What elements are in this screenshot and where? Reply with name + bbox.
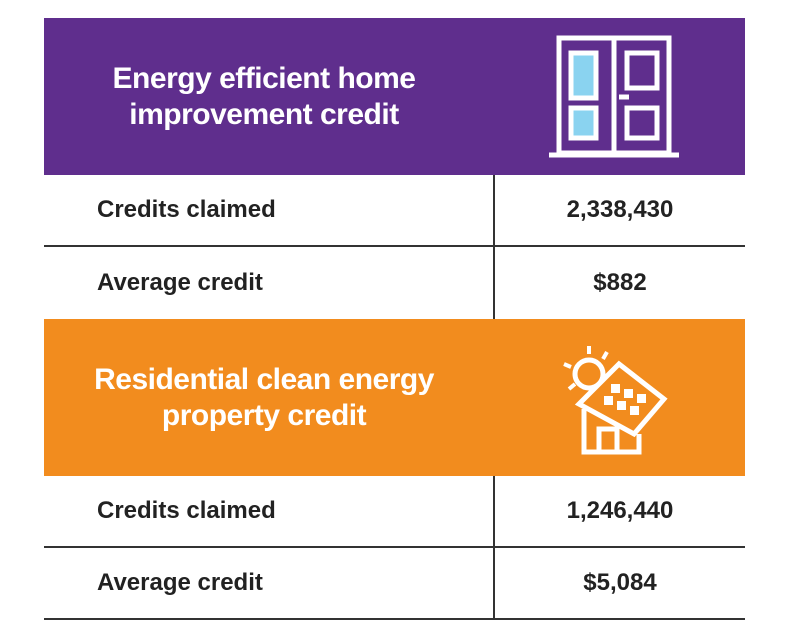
table-row: Average credit $5,084 <box>44 548 745 620</box>
table-row: Credits claimed 2,338,430 <box>44 175 745 247</box>
section-title: Residential clean energy property credit <box>94 362 434 432</box>
row-value: 1,246,440 <box>493 476 745 546</box>
row-value: $5,084 <box>493 548 745 618</box>
row-label: Average credit <box>97 269 263 296</box>
infographic: Energy efficient home improvement credit… <box>44 18 745 620</box>
section-icon <box>549 35 679 158</box>
row-label: Credits claimed <box>97 196 276 223</box>
row-value: $882 <box>493 247 745 319</box>
table-row: Credits claimed 1,246,440 <box>44 476 745 548</box>
section-title: Energy efficient home improvement credit <box>112 61 416 131</box>
section-header: Energy efficient home improvement credit <box>44 18 745 175</box>
section-icon <box>563 346 668 455</box>
row-label: Credits claimed <box>97 497 276 524</box>
table-row: Average credit $882 <box>44 247 745 319</box>
row-label: Average credit <box>97 569 263 596</box>
section-header: Residential clean energy property credit <box>44 319 745 476</box>
row-value: 2,338,430 <box>493 175 745 245</box>
